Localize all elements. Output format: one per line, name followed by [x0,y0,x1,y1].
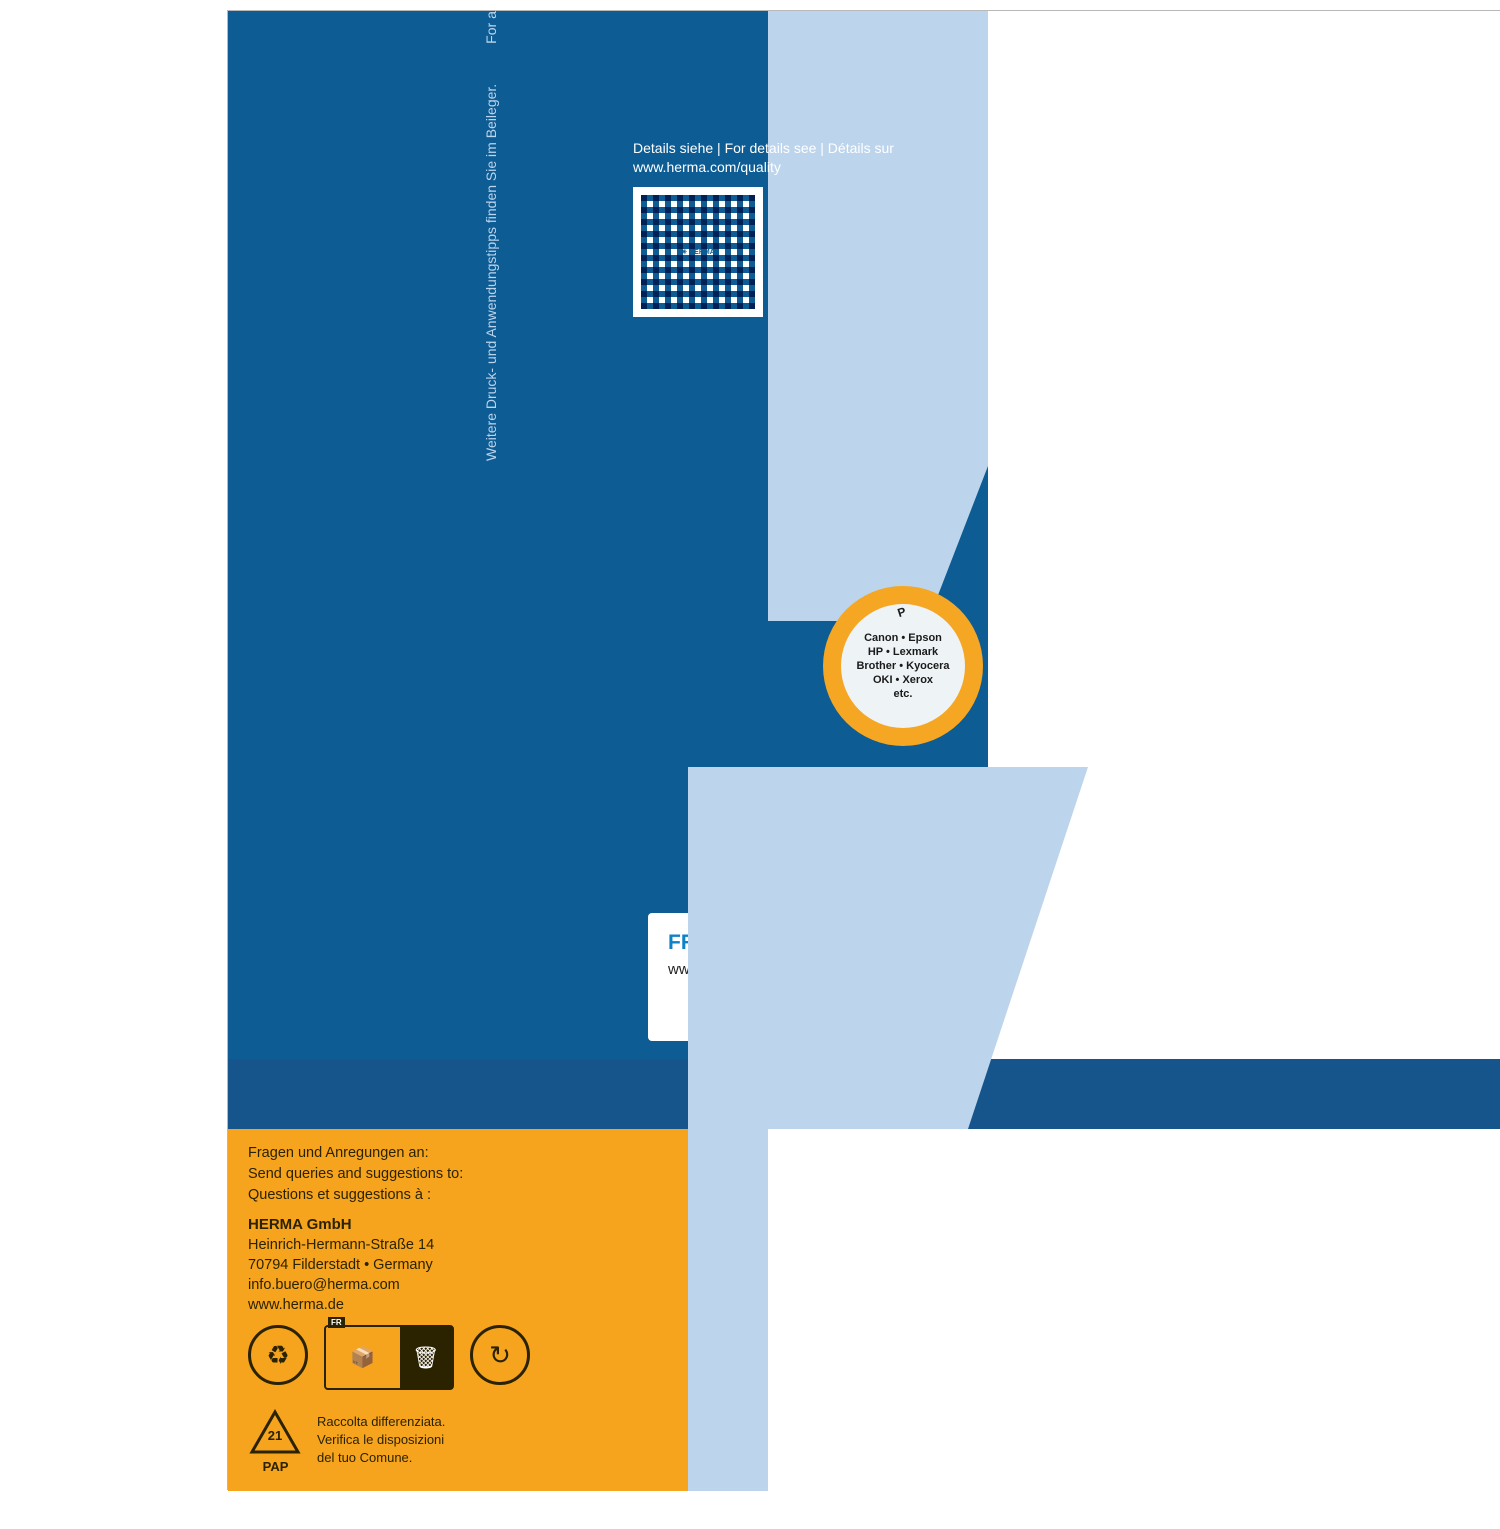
pap-triangle-icon: 21 PAP [248,1407,303,1473]
green-dot-recycling-icon: ↻ [470,1325,530,1385]
qr-code-image[interactable]: ✳ HERMA [633,187,763,317]
white-content-panel: ✳ HERMA Outdoor Klebefolie Dehnfähige Po… [988,11,1500,1059]
pap-description-text: Raccolta differenziata. Verifica le disp… [317,1413,445,1467]
qr-caption-text: Details siehe | For details see | Détail… [633,139,988,177]
info-panel: Etiketten zuverlässig drucken und sicher… [768,1129,1500,1491]
qr-code-pattern: ✳ HERMA [641,195,755,309]
man-recycle-icon: ♻ [248,1325,308,1385]
premium-quality-seal: P Canon • Epson HP • Lexmark Brother • K… [818,581,988,751]
recycling-icons-row: ♻ FR 📦 🗑 ↻ [248,1325,530,1390]
svg-text:21: 21 [268,1428,282,1443]
tidyman-cardboard-icon: FR 📦 🗑 [324,1325,454,1390]
footer-section: Fragen und Anregungen an: Send queries a… [228,1129,1500,1491]
qr-code-section: Details siehe | For details see | Détail… [633,139,988,317]
qr-code-center-logo: ✳ HERMA [681,248,715,256]
sidebar-rotated-text: Weitere Druck- und Anwendungstipps finde… [476,11,506,461]
brochure-page: Details siehe | For details see | Détail… [227,10,1500,1490]
orange-contact-panel: Fragen und Anregungen an: Send queries a… [228,1129,768,1491]
contact-info: Fragen und Anregungen an: Send queries a… [248,1143,648,1315]
pap-recycling-row: 21 PAP Raccolta differenziata. Verifica … [248,1407,445,1473]
